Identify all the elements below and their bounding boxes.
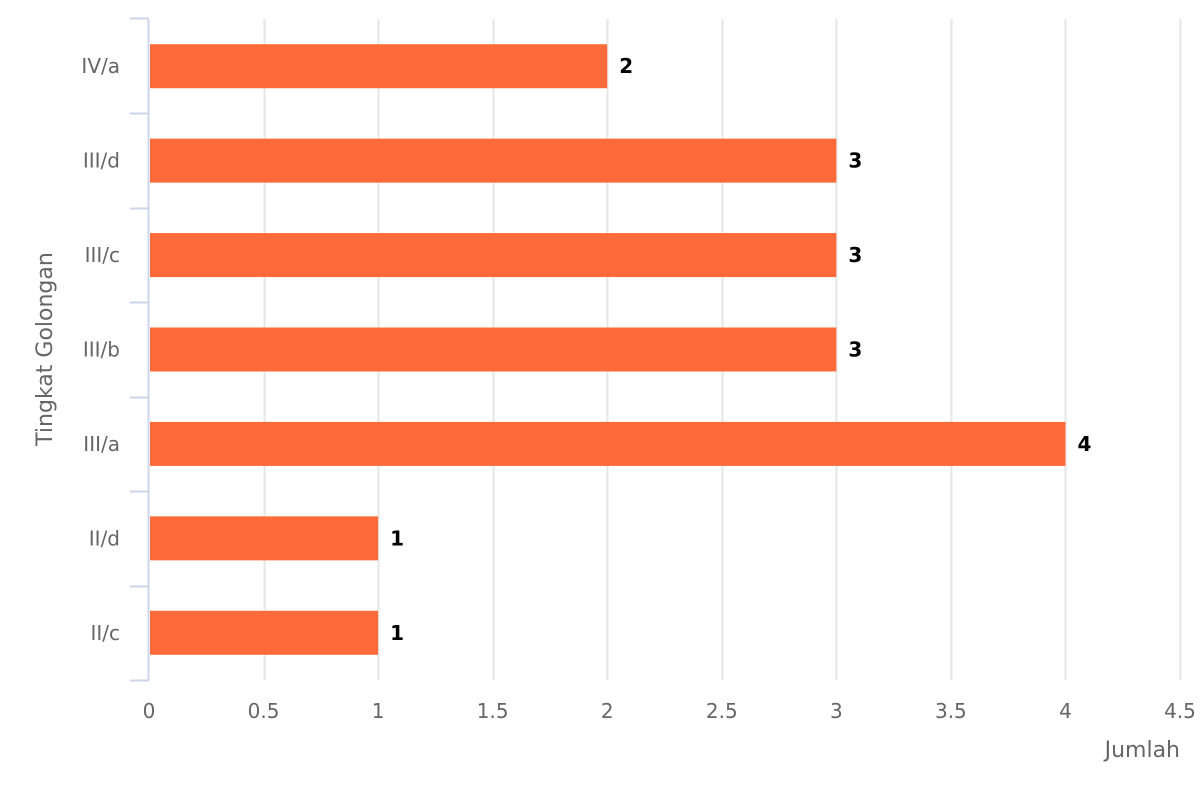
y-axis-title: Tingkat Golongan bbox=[33, 252, 58, 447]
data-label: 3 bbox=[848, 338, 862, 362]
x-tick-label: 4.5 bbox=[1164, 699, 1196, 723]
data-label: 3 bbox=[848, 149, 862, 173]
y-tick-label: II/c bbox=[90, 621, 120, 645]
x-tick-label: 2.5 bbox=[706, 699, 738, 723]
y-tick-label: IV/a bbox=[81, 54, 120, 78]
labels: 0 0.5 1 1.5 2 2.5 3 3.5 4 4.5 II/c 1 II/d 1 III/a 4 III/… bbox=[81, 54, 1195, 723]
x-tick-label: 4 bbox=[1059, 699, 1072, 723]
bars bbox=[150, 44, 1066, 655]
bar-ii-c bbox=[150, 610, 379, 655]
data-label: 1 bbox=[390, 526, 404, 550]
y-tick-label: II/d bbox=[89, 526, 120, 550]
bar-iv-a bbox=[150, 44, 608, 89]
bar-iii-a bbox=[150, 421, 1066, 466]
bar-ii-d bbox=[150, 516, 379, 561]
x-tick-label: 0 bbox=[143, 699, 156, 723]
data-label: 2 bbox=[619, 54, 633, 78]
data-label: 4 bbox=[1077, 432, 1091, 456]
x-tick-label: 1.5 bbox=[477, 699, 509, 723]
x-tick-label: 3 bbox=[830, 699, 843, 723]
x-axis-title: Jumlah bbox=[1103, 738, 1180, 763]
y-tick-label: III/a bbox=[83, 432, 120, 456]
x-tick-label: 3.5 bbox=[935, 699, 967, 723]
y-tick-label: III/b bbox=[83, 338, 120, 362]
x-tick-label: 2 bbox=[601, 699, 614, 723]
bar-iii-d bbox=[150, 138, 837, 183]
y-tick-label: III/c bbox=[85, 243, 120, 267]
x-tick-label: 1 bbox=[372, 699, 385, 723]
data-label: 3 bbox=[848, 243, 862, 267]
bar-iii-b bbox=[150, 327, 837, 372]
bar-iii-c bbox=[150, 233, 837, 278]
y-tick-label: III/d bbox=[83, 149, 120, 173]
data-label: 1 bbox=[390, 621, 404, 645]
x-tick-label: 0.5 bbox=[248, 699, 280, 723]
axes bbox=[130, 17, 150, 682]
